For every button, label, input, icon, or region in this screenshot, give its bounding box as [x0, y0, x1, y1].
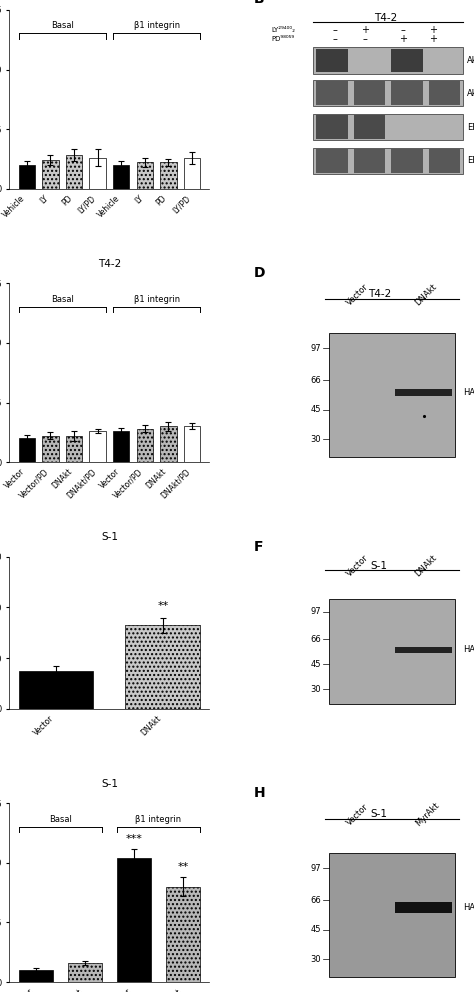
Bar	[316, 115, 348, 139]
Bar	[90, 158, 106, 188]
Text: –: –	[363, 35, 368, 45]
Bar	[18, 165, 35, 188]
Bar	[429, 81, 460, 105]
Bar	[395, 903, 452, 913]
Text: 30: 30	[310, 434, 321, 444]
Text: 66: 66	[310, 635, 321, 644]
Text: D: D	[254, 266, 265, 280]
Text: –: –	[401, 26, 406, 36]
Text: 30: 30	[310, 955, 321, 964]
Text: 45: 45	[311, 660, 321, 669]
Bar	[313, 79, 463, 106]
Bar	[137, 163, 153, 188]
Bar	[160, 427, 177, 462]
Bar	[184, 158, 201, 188]
Text: F: F	[254, 540, 263, 554]
Bar	[313, 48, 463, 74]
Bar	[18, 438, 35, 462]
Bar	[166, 887, 201, 982]
Bar	[329, 333, 455, 456]
Text: ERK1/2ᵖ: ERK1/2ᵖ	[467, 123, 474, 132]
Bar	[160, 163, 177, 188]
Text: Basal: Basal	[49, 814, 72, 824]
Text: 30: 30	[310, 684, 321, 694]
Text: +: +	[429, 26, 438, 36]
Bar	[18, 970, 53, 982]
Text: 45: 45	[311, 926, 321, 934]
Title: S-1: S-1	[101, 532, 118, 542]
Text: ERK1: ERK1	[467, 157, 474, 166]
Text: Vector: Vector	[346, 553, 371, 578]
Bar	[313, 148, 463, 175]
Text: ***: ***	[126, 834, 142, 844]
Text: Aktᵖ: Aktᵖ	[467, 57, 474, 65]
Bar	[68, 963, 102, 982]
Bar	[66, 435, 82, 462]
Bar	[392, 50, 423, 72]
Bar	[316, 81, 348, 105]
Bar	[90, 432, 106, 462]
Text: –: –	[333, 35, 338, 45]
Bar	[354, 81, 385, 105]
Bar	[126, 625, 201, 708]
Text: 97: 97	[310, 864, 321, 873]
Text: Akt: Akt	[467, 88, 474, 97]
Bar	[42, 160, 59, 188]
Text: T4-2: T4-2	[374, 14, 397, 24]
Bar	[392, 150, 423, 173]
Text: +: +	[361, 26, 369, 36]
Text: **: **	[177, 862, 189, 872]
Bar	[316, 50, 348, 72]
Bar	[354, 150, 385, 173]
Text: 97: 97	[310, 607, 321, 616]
Text: DNAkt: DNAkt	[413, 553, 438, 578]
Text: 45: 45	[311, 406, 321, 415]
Bar	[113, 432, 129, 462]
Text: +: +	[429, 35, 438, 45]
Bar	[113, 165, 129, 188]
Text: T4-2: T4-2	[368, 289, 391, 299]
Bar	[42, 435, 59, 462]
Bar	[313, 114, 463, 141]
Text: Vector: Vector	[346, 803, 371, 827]
Bar	[392, 81, 423, 105]
Text: S-1: S-1	[371, 561, 388, 571]
Text: H: H	[254, 786, 265, 800]
Text: S-1: S-1	[371, 808, 388, 818]
Text: HA-DNAkt: HA-DNAkt	[463, 645, 474, 654]
Bar	[329, 853, 455, 977]
Bar	[18, 671, 93, 708]
Bar	[429, 150, 460, 173]
Text: B: B	[254, 0, 264, 6]
Bar	[395, 647, 452, 653]
Bar	[66, 156, 82, 188]
Text: +: +	[399, 35, 407, 45]
Text: –: –	[333, 26, 338, 36]
Text: PD⁹⁸⁰⁵⁹: PD⁹⁸⁰⁵⁹	[271, 37, 294, 43]
Text: DNAkt: DNAkt	[413, 283, 438, 308]
Text: 97: 97	[310, 343, 321, 353]
Bar	[137, 429, 153, 462]
Bar	[184, 427, 201, 462]
Text: 66: 66	[310, 896, 321, 905]
Bar	[329, 599, 455, 704]
Text: LY²⁹⁴⁰⁰₂: LY²⁹⁴⁰⁰₂	[271, 28, 295, 34]
Title: T4-2: T4-2	[98, 259, 121, 269]
Bar	[395, 389, 452, 396]
Text: HA-MyrAkt: HA-MyrAkt	[463, 903, 474, 912]
Text: β1 integrin: β1 integrin	[134, 22, 180, 31]
Title: S-1: S-1	[101, 779, 118, 789]
Text: β1 integrin: β1 integrin	[136, 814, 182, 824]
Bar	[316, 150, 348, 173]
Text: MyrAkt: MyrAkt	[413, 801, 441, 827]
Text: β1 integrin: β1 integrin	[134, 295, 180, 304]
Text: Vector: Vector	[346, 282, 371, 308]
Text: HA-DNAkt: HA-DNAkt	[463, 388, 474, 397]
Text: **: **	[157, 601, 169, 611]
Bar	[354, 115, 385, 139]
Text: Basal: Basal	[51, 22, 73, 31]
Text: 66: 66	[310, 376, 321, 385]
Text: Basal: Basal	[51, 295, 73, 304]
Bar	[117, 858, 151, 982]
